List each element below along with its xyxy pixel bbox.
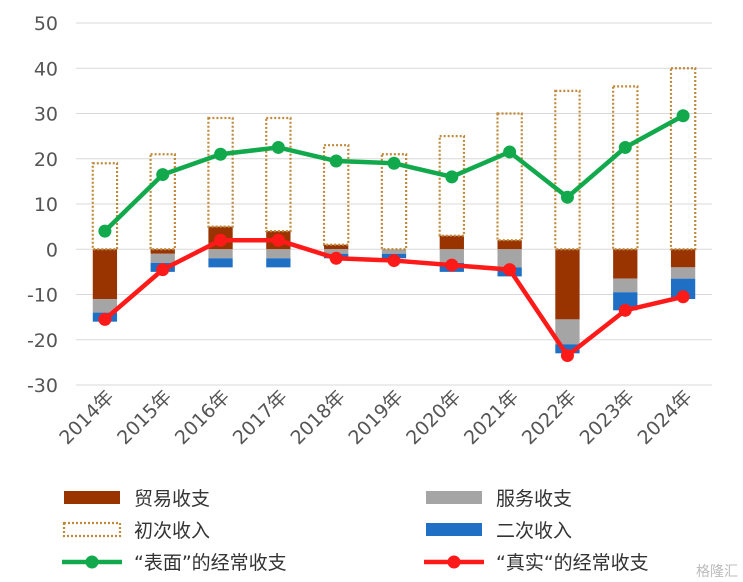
y-tick-label: 30 <box>34 104 58 126</box>
y-tick-label: 40 <box>34 58 58 80</box>
bar-贸易收支 <box>92 249 118 300</box>
bar-贸易收支 <box>670 249 696 268</box>
point-“真实“的经常收支 <box>676 290 690 304</box>
point-“真实“的经常收支 <box>271 233 285 247</box>
y-tick-label: 10 <box>34 194 58 216</box>
bar-服务收支 <box>670 267 696 279</box>
bar-服务收支 <box>381 249 407 254</box>
y-tick-label: -10 <box>27 285 58 307</box>
bar-二次收入 <box>555 344 580 354</box>
bar-初次收入 <box>380 153 408 251</box>
bar-服务收支 <box>92 299 118 313</box>
y-tick-label: -20 <box>27 330 58 352</box>
y-tick-label: 50 <box>34 13 58 35</box>
legend-marker <box>447 555 461 569</box>
point-“真实“的经常收支 <box>98 312 112 326</box>
bar-服务收支 <box>150 253 175 263</box>
bar-初次收入 <box>612 85 639 251</box>
point-“真实“的经常收支 <box>156 263 170 277</box>
legend-label: 二次收入 <box>496 520 572 542</box>
point-“表面”的经常收支 <box>98 224 112 238</box>
x-tick-label: 2022年 <box>518 386 581 449</box>
x-tick-label: 2016年 <box>171 386 234 449</box>
bar-初次收入 <box>322 144 350 246</box>
bar-贸易收支 <box>613 249 638 279</box>
bars <box>91 67 697 354</box>
x-tick-label: 2024年 <box>633 386 696 449</box>
bar-初次收入 <box>207 116 234 228</box>
bar-贸易收支 <box>497 240 522 250</box>
legend-swatch <box>64 491 120 504</box>
x-tick-label: 2019年 <box>344 386 407 449</box>
bar-服务收支 <box>324 249 349 254</box>
bar-初次收入 <box>669 67 697 251</box>
legend-label: 初次收入 <box>134 520 210 542</box>
x-tick-label: 2020年 <box>402 386 465 449</box>
axis-ticks: -30 -20 -10 0 10 20 30 40 50 2014年2015年2016年2017年… <box>27 13 697 449</box>
bar-初次收入 <box>496 112 523 242</box>
line-“表面”的经常收支 <box>103 113 685 233</box>
bar-二次收入 <box>266 258 291 268</box>
bar-服务收支 <box>266 249 291 259</box>
grid <box>76 22 712 386</box>
bar-初次收入 <box>554 89 581 251</box>
point-“表面”的经常收支 <box>156 168 170 182</box>
x-tick-label: 2017年 <box>229 386 292 449</box>
x-tick-label: 2023年 <box>576 386 639 449</box>
legend-label: 服务收支 <box>496 488 572 510</box>
bar-服务收支 <box>208 249 233 259</box>
point-“表面”的经常收支 <box>214 147 228 161</box>
bar-贸易收支 <box>555 249 580 320</box>
point-“真实“的经常收支 <box>214 233 228 247</box>
point-“真实“的经常收支 <box>445 258 459 272</box>
y-tick-label: -30 <box>27 375 58 397</box>
point-“真实“的经常收支 <box>618 303 632 317</box>
x-tick-label: 2021年 <box>460 386 523 449</box>
point-“表面”的经常收支 <box>503 145 517 159</box>
x-tick-label: 2018年 <box>287 386 350 449</box>
bar-二次收入 <box>208 258 233 268</box>
point-“表面”的经常收支 <box>445 170 459 184</box>
bar-初次收入 <box>438 135 466 237</box>
watermark: 格隆汇 <box>696 564 738 580</box>
bar-二次收入 <box>613 292 638 311</box>
legend-swatch <box>62 521 122 538</box>
legend-label: “真实“的经常收支 <box>496 552 649 574</box>
point-“表面”的经常收支 <box>618 140 632 154</box>
point-“表面”的经常收支 <box>560 190 574 204</box>
point-“真实“的经常收支 <box>387 254 401 268</box>
x-tick-label: 2014年 <box>55 386 118 449</box>
y-tick-label: 20 <box>34 149 58 171</box>
bar-服务收支 <box>613 278 638 293</box>
point-“表面”的经常收支 <box>676 109 690 123</box>
bar-服务收支 <box>497 249 522 268</box>
bar-初次收入 <box>91 162 119 251</box>
bar-贸易收支 <box>324 244 349 250</box>
x-tick-label: 2015年 <box>113 386 176 449</box>
bar-贸易收支 <box>150 249 175 254</box>
legend-swatch <box>426 491 482 504</box>
point-“表面”的经常收支 <box>329 154 343 168</box>
bar-服务收支 <box>439 249 464 263</box>
legend-label: 贸易收支 <box>134 488 210 510</box>
point-“真实“的经常收支 <box>503 263 517 277</box>
legend-swatch <box>426 523 482 536</box>
y-tick-label: 0 <box>46 239 58 261</box>
bar-初次收入 <box>149 153 176 251</box>
lines <box>98 109 690 363</box>
bar-贸易收支 <box>439 235 464 250</box>
point-“真实“的经常收支 <box>329 251 343 265</box>
point-“表面”的经常收支 <box>387 156 401 170</box>
bar-二次收入 <box>670 278 696 300</box>
point-“真实“的经常收支 <box>560 349 574 363</box>
legend-label: “表面”的经常收支 <box>134 552 287 574</box>
point-“表面”的经常收支 <box>271 140 285 154</box>
bar-初次收入 <box>265 116 292 233</box>
legend-marker <box>85 555 99 569</box>
